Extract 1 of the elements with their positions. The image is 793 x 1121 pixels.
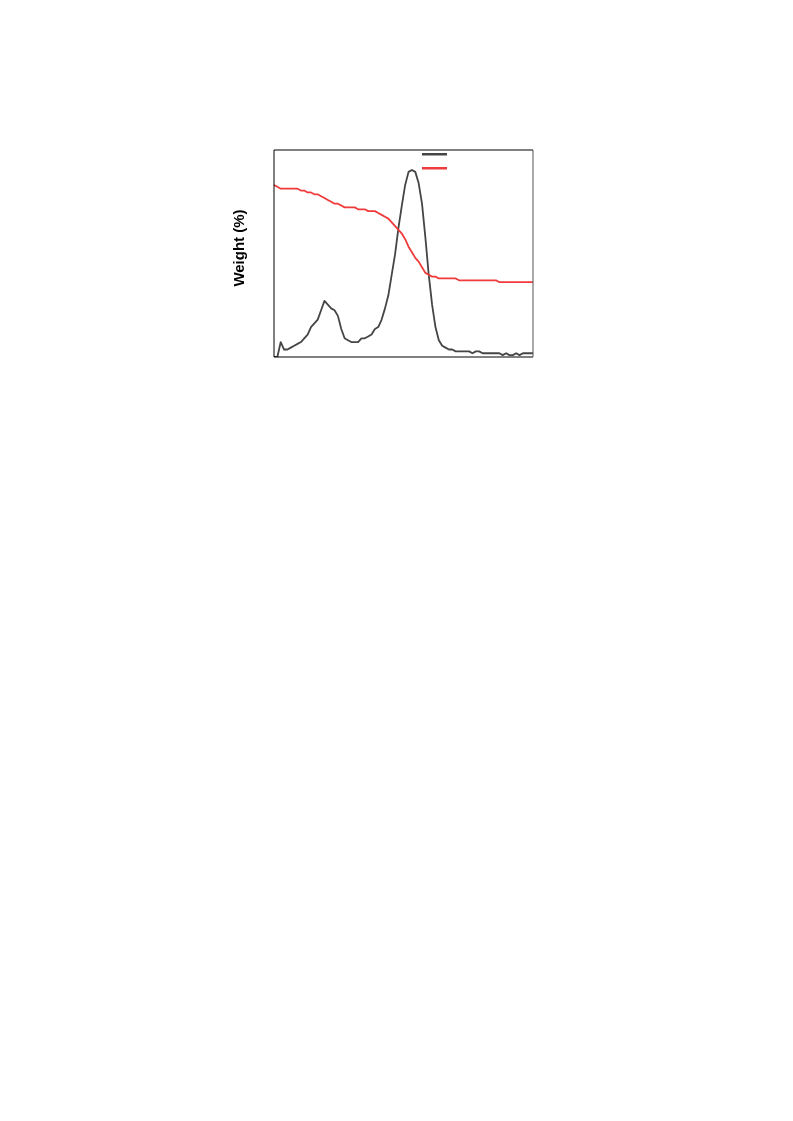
y-axis-title: Weight (%) bbox=[229, 209, 247, 287]
